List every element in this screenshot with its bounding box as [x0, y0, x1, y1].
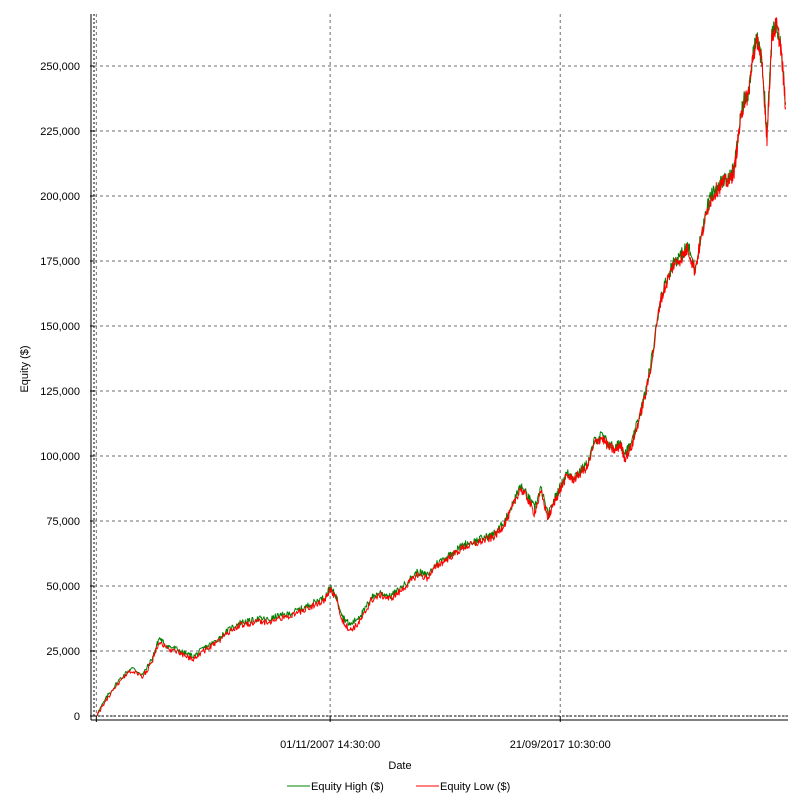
- y-tick-label: 150,000: [40, 321, 80, 333]
- x-axis-title: Date: [388, 760, 411, 772]
- y-tick-label: 75,000: [46, 516, 80, 528]
- axes: [90, 14, 788, 722]
- y-tick-label: 125,000: [40, 386, 80, 398]
- x-tick-label: 21/09/2017 10:30:00: [510, 739, 611, 751]
- x-tick-label: 01/11/2007 14:30:00: [280, 739, 380, 751]
- series-line-equity-low: [96, 17, 787, 717]
- legend: Equity High ($) Equity Low ($): [287, 781, 510, 793]
- y-axis-title: Equity ($): [19, 345, 31, 392]
- y-tick-label: 0: [74, 711, 80, 723]
- y-tick-label: 250,000: [40, 61, 80, 73]
- y-tick-label: 200,000: [40, 191, 80, 203]
- tick-labels: 0 25,000 50,000 75,000 100,000 125,000 150,000…: [40, 61, 610, 751]
- y-tick-label: 50,000: [46, 581, 80, 593]
- series-line-equity-high: [96, 17, 787, 717]
- series-lines: [96, 17, 787, 717]
- y-tick-label: 225,000: [40, 126, 80, 138]
- y-tick-label: 25,000: [46, 646, 80, 658]
- grid-lines: [94, 14, 788, 717]
- y-tick-label: 100,000: [40, 451, 80, 463]
- legend-label-equity-low: Equity Low ($): [440, 781, 510, 793]
- y-tick-label: 175,000: [40, 256, 80, 268]
- legend-label-equity-high: Equity High ($): [311, 781, 384, 793]
